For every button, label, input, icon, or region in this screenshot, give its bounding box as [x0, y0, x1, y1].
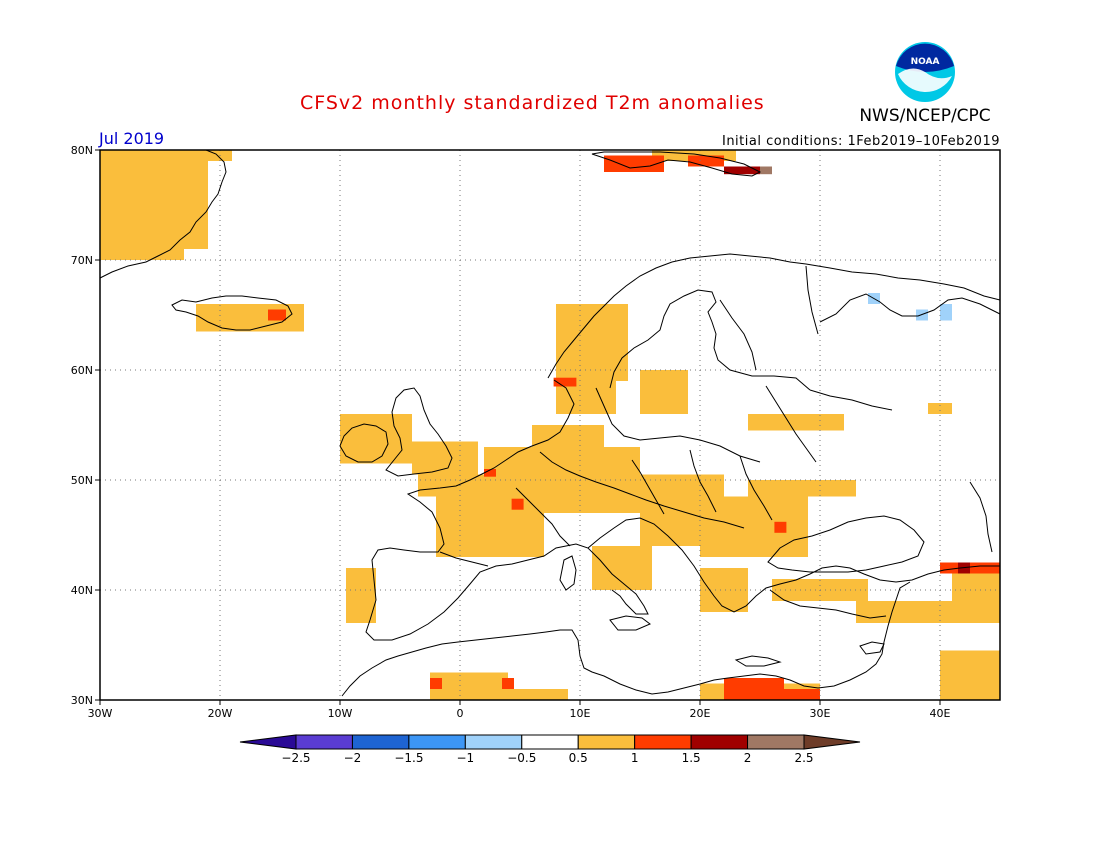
colorbar-label: −1.5 [394, 751, 423, 765]
anomaly-cell [774, 521, 787, 533]
anomaly-cell [748, 480, 856, 497]
anomaly-cell [940, 304, 952, 321]
anomaly-cell [100, 150, 184, 260]
anomaly-cell [700, 496, 808, 557]
anomaly-cell [940, 650, 1000, 700]
organization-label: NWS/NCEP/CPC [859, 106, 990, 126]
colorbar-label: −2 [344, 751, 362, 765]
longitude-tick-label: 40E [930, 707, 951, 720]
anomaly-cell [430, 678, 442, 689]
latitude-tick-label: 60N [71, 364, 93, 377]
longitude-tick-label: 10E [570, 707, 591, 720]
anomaly-cell [184, 150, 232, 161]
anomaly-cell [928, 403, 952, 414]
anomaly-cell [484, 447, 640, 513]
anomaly-cell [640, 370, 688, 414]
colorbar-segment [239, 734, 297, 750]
noaa-logo-text: NOAA [911, 57, 940, 67]
colorbar-segment [634, 734, 692, 750]
anomaly-cell [592, 546, 652, 590]
anomaly-cell [748, 414, 844, 431]
anomaly-cell [760, 166, 772, 175]
forecast-month: Jul 2019 [98, 129, 164, 148]
anomaly-cell [340, 414, 412, 464]
country-borders [439, 265, 893, 567]
colorbar-label: −1 [456, 751, 474, 765]
noaa-logo: NOAA [895, 42, 955, 102]
anomaly-cell [856, 601, 1000, 623]
anomaly-cell [268, 309, 286, 321]
colorbar: −2.5 −2 −1.5 −1 −0.5 0.5 1 1.5 2 2.5 [239, 734, 861, 765]
colorbar-label: 1 [631, 751, 639, 765]
anomaly-cell [688, 155, 724, 167]
latitude-tick-label: 30N [71, 694, 93, 707]
initial-conditions: Initial conditions: 1Feb2019–10Feb2019 [722, 134, 1000, 149]
latitude-ticks: 80N 70N 60N 50N 40N 30N [71, 144, 100, 707]
anomaly-cell [346, 568, 376, 623]
anomaly-cell [412, 441, 478, 475]
longitude-tick-label: 20E [690, 707, 711, 720]
map-frame [99, 149, 1001, 701]
anomaly-cell [604, 155, 664, 172]
anomaly-cell [553, 377, 577, 387]
longitude-tick-label: 30W [88, 707, 113, 720]
colorbar-label: 1.5 [682, 751, 701, 765]
latitude-tick-label: 40N [71, 584, 93, 597]
longitude-tick-label: 20W [208, 707, 233, 720]
colorbar-segment [295, 734, 353, 750]
figure-title: CFSv2 monthly standardized T2m anomalies [300, 92, 765, 114]
colorbar-label: −2.5 [281, 751, 310, 765]
anomaly-cell [556, 304, 628, 381]
anomaly-cell [724, 166, 760, 175]
colorbar-segment [747, 734, 805, 750]
latitude-tick-label: 70N [71, 254, 93, 267]
anomaly-cell [532, 425, 604, 447]
colorbar-segment [521, 734, 579, 750]
colorbar-segment [351, 734, 410, 750]
colorbar-segment [577, 734, 636, 750]
colorbar-segment [408, 734, 466, 750]
anomaly-cell [511, 498, 524, 510]
anomaly-cell [784, 689, 820, 700]
coastlines [99, 149, 1001, 697]
anomaly-cell [484, 469, 496, 477]
gridlines [100, 150, 1000, 700]
anomaly-cell [502, 678, 514, 689]
anomaly-cell [418, 474, 484, 497]
anomaly-layer [100, 150, 1000, 700]
colorbar-label: 2 [744, 751, 752, 765]
colorbar-segment [464, 734, 523, 750]
longitude-ticks: 30W 20W 10W 0 10E 20E 30E 40E [88, 700, 951, 720]
colorbar-segment [690, 734, 749, 750]
anomaly-cell [508, 689, 568, 700]
colorbar-segment [803, 734, 861, 750]
longitude-tick-label: 10W [328, 707, 353, 720]
anomaly-cell [184, 161, 208, 249]
colorbar-label: 0.5 [569, 751, 588, 765]
colorbar-label: 2.5 [794, 751, 813, 765]
anomaly-cell [430, 672, 508, 700]
colorbar-label: −0.5 [507, 751, 536, 765]
longitude-tick-label: 0 [457, 707, 464, 720]
map-plot-area [99, 149, 1001, 701]
latitude-tick-label: 50N [71, 474, 93, 487]
longitude-tick-label: 30E [810, 707, 831, 720]
anomaly-cell [724, 678, 784, 700]
latitude-tick-label: 80N [71, 144, 93, 157]
